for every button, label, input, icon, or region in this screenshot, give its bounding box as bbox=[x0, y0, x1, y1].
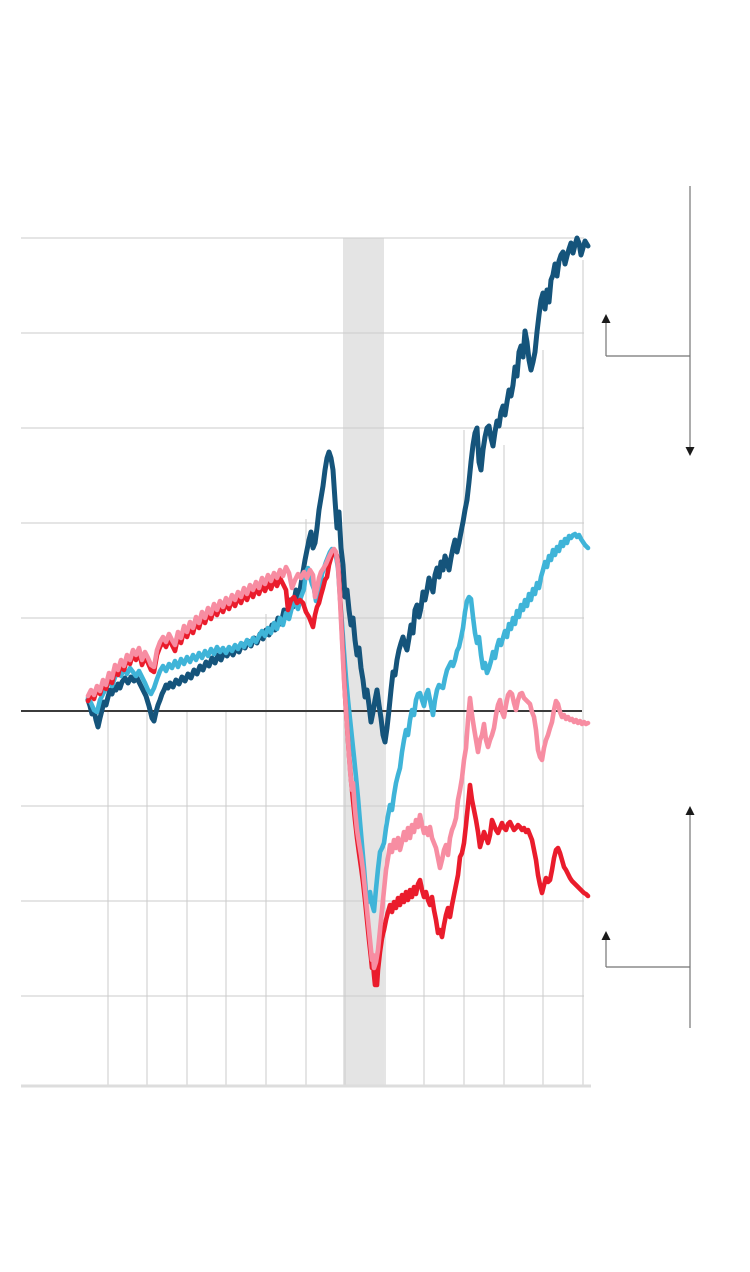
series-line-dark-blue bbox=[85, 235, 591, 745]
top-right-callout-main-arrow-icon bbox=[685, 447, 695, 456]
series-line-pink bbox=[85, 546, 591, 971]
bottom-right-callout-main-arrow-icon bbox=[685, 806, 695, 815]
series-line-light-blue bbox=[85, 531, 591, 914]
bottom-right-callout-sub-arrow-icon bbox=[601, 931, 611, 940]
top-right-callout-sub-arrow-icon bbox=[601, 314, 611, 323]
